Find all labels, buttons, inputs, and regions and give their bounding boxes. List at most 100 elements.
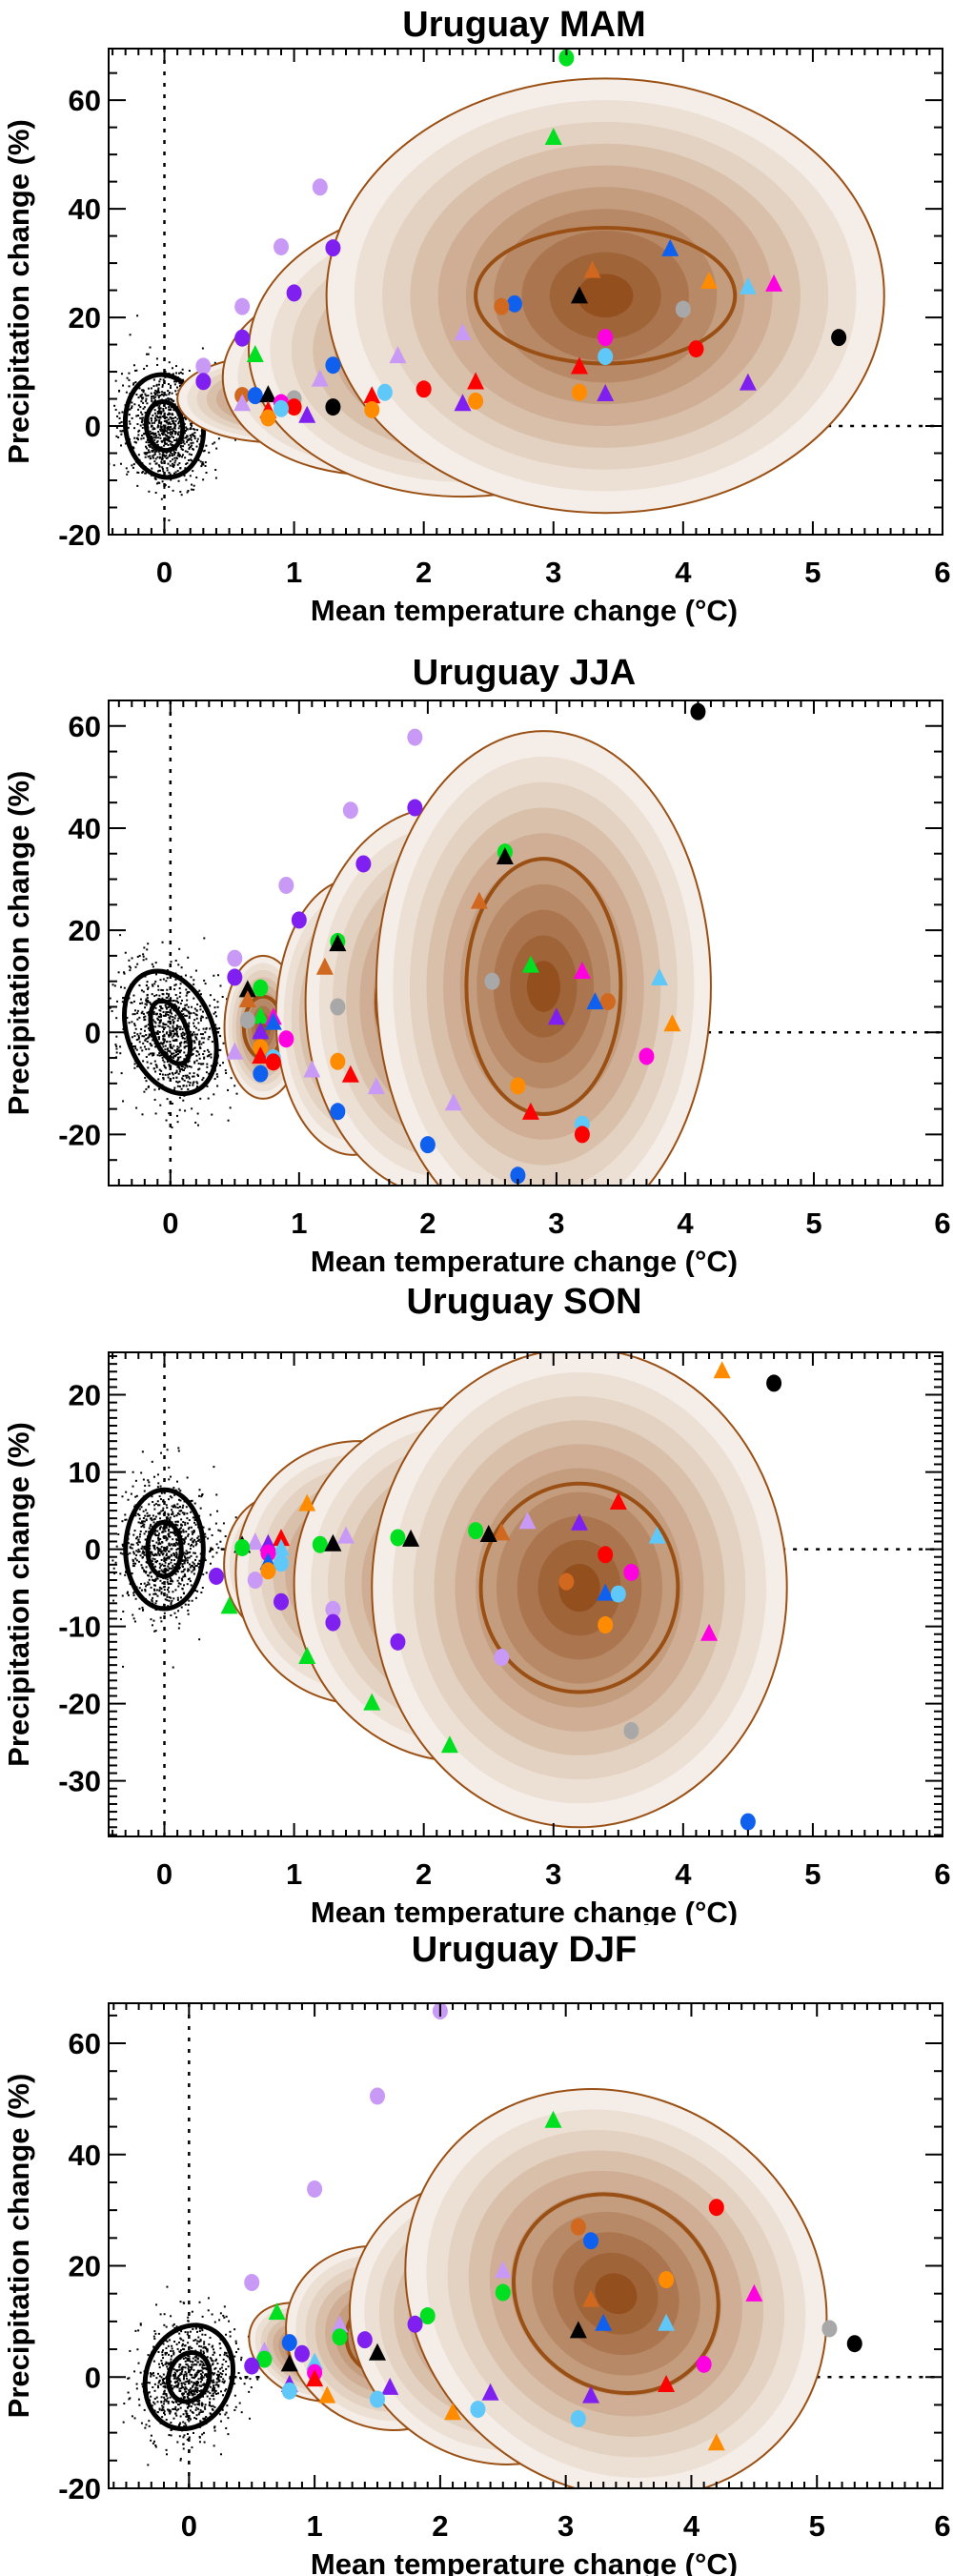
y-axis-label: Precipitation change (%) bbox=[2, 1422, 35, 1767]
data-point-triangle bbox=[582, 2289, 600, 2307]
y-axis-label: Precipitation change (%) bbox=[2, 2074, 35, 2419]
data-point-circle bbox=[325, 1600, 341, 1618]
data-point-triangle bbox=[494, 2261, 512, 2279]
data-point-triangle bbox=[233, 394, 252, 412]
data-point-circle bbox=[330, 1103, 346, 1121]
y-tick-label: 20 bbox=[69, 301, 101, 335]
data-point-circle bbox=[419, 2307, 436, 2325]
chart-panel-mam: Uruguay MAM 0 1 2 3 4 5 6 Mean temperature chang… bbox=[0, 0, 953, 648]
data-point-triangle bbox=[650, 968, 668, 986]
data-point-circle bbox=[598, 1616, 614, 1634]
data-point-circle bbox=[356, 2331, 373, 2349]
chart-title: Uruguay MAM bbox=[402, 5, 645, 45]
y-tick-label: 20 bbox=[69, 914, 101, 947]
data-point-circle bbox=[312, 178, 328, 196]
data-point-circle bbox=[239, 1011, 255, 1029]
data-point-circle bbox=[571, 383, 587, 401]
data-point-triangle bbox=[493, 1523, 511, 1541]
x-tick-label: 3 bbox=[545, 1857, 561, 1891]
data-point-circle bbox=[708, 2199, 724, 2217]
plot-area bbox=[109, 49, 943, 535]
data-point-circle bbox=[494, 297, 510, 315]
data-point-triangle bbox=[315, 957, 334, 975]
data-point-circle bbox=[510, 1077, 526, 1095]
data-point-circle bbox=[307, 2180, 323, 2198]
x-tick-label: 1 bbox=[306, 2509, 322, 2543]
model-points bbox=[226, 702, 706, 1185]
x-axis-label: Mean temperature change (°C) bbox=[311, 2547, 738, 2576]
data-point-triangle bbox=[264, 1012, 282, 1030]
data-point-circle bbox=[376, 383, 393, 401]
data-point-triangle bbox=[444, 2403, 462, 2421]
data-point-triangle bbox=[707, 2433, 725, 2451]
data-point-triangle bbox=[298, 405, 316, 423]
control-ellipse bbox=[143, 399, 186, 454]
plot-frame bbox=[108, 700, 943, 1187]
y-tick-label: 60 bbox=[69, 2027, 101, 2060]
data-point-triangle bbox=[298, 1493, 316, 1511]
data-point-triangle bbox=[467, 372, 485, 390]
density-level bbox=[595, 2273, 638, 2315]
model-points bbox=[195, 49, 847, 427]
data-point-triangle bbox=[544, 2110, 562, 2128]
data-point-circle bbox=[260, 409, 276, 427]
data-point-triangle bbox=[609, 1491, 627, 1510]
data-point-triangle bbox=[298, 1647, 316, 1665]
data-point-circle bbox=[291, 911, 307, 929]
x-tick-label: 6 bbox=[934, 2509, 950, 2543]
x-axis-label: Mean temperature change (°C) bbox=[311, 1896, 738, 1925]
data-point-circle bbox=[598, 329, 614, 347]
data-point-triangle bbox=[272, 1529, 290, 1547]
y-axis: -20 0 20 40 60 bbox=[58, 700, 943, 1187]
data-point-circle bbox=[208, 1567, 224, 1585]
x-tick-label: 0 bbox=[156, 556, 172, 589]
data-point-circle bbox=[273, 237, 289, 255]
data-point-circle bbox=[623, 1722, 639, 1740]
data-point-circle bbox=[265, 1053, 281, 1071]
x-tick-label: 5 bbox=[805, 1207, 821, 1240]
y-tick-label: 60 bbox=[69, 84, 101, 117]
x-tick-label: 4 bbox=[675, 1857, 692, 1891]
data-point-triangle bbox=[547, 1007, 565, 1025]
data-point-triangle bbox=[544, 128, 562, 146]
data-point-circle bbox=[494, 1649, 510, 1667]
data-point-circle bbox=[273, 1554, 289, 1572]
data-point-triangle bbox=[306, 2369, 324, 2387]
data-point-circle bbox=[364, 400, 380, 418]
data-point-circle bbox=[260, 1562, 276, 1580]
data-point-circle bbox=[247, 1572, 263, 1590]
control-ellipse bbox=[142, 2322, 236, 2432]
data-point-triangle bbox=[481, 2383, 499, 2401]
density-level bbox=[577, 274, 634, 318]
data-point-triangle bbox=[582, 2385, 600, 2404]
x-tick-label: 2 bbox=[416, 556, 432, 589]
x-axis: 0 1 2 3 4 5 6 bbox=[117, 700, 951, 1240]
x-tick-label: 5 bbox=[804, 1857, 821, 1891]
data-point-triangle bbox=[324, 1533, 342, 1552]
plot-frame bbox=[108, 48, 943, 536]
data-point-circle bbox=[690, 702, 706, 720]
data-point-triangle bbox=[658, 2313, 676, 2331]
data-point-triangle bbox=[303, 1060, 321, 1078]
data-point-circle bbox=[253, 1065, 269, 1083]
data-point-triangle bbox=[479, 1525, 497, 1543]
data-point-circle bbox=[281, 2382, 297, 2400]
data-point-triangle bbox=[648, 1526, 666, 1544]
x-tick-label: 6 bbox=[934, 556, 950, 589]
y-tick-label: 40 bbox=[69, 812, 101, 845]
data-point-circle bbox=[342, 801, 358, 820]
x-tick-label: 4 bbox=[675, 556, 692, 589]
data-point-circle bbox=[390, 1529, 406, 1547]
data-point-triangle bbox=[381, 2377, 399, 2395]
density-contour-4 bbox=[325, 77, 885, 515]
data-point-circle bbox=[330, 1052, 346, 1070]
plot-area bbox=[122, 2003, 943, 2488]
data-point-circle bbox=[325, 1613, 341, 1632]
x-tick-label: 1 bbox=[286, 556, 302, 589]
data-point-triangle bbox=[341, 1065, 359, 1083]
control-ellipse bbox=[121, 968, 219, 1097]
data-point-circle bbox=[195, 373, 212, 391]
data-point-circle bbox=[234, 297, 251, 315]
data-point-circle bbox=[468, 1522, 484, 1540]
data-point-triangle bbox=[454, 323, 472, 341]
